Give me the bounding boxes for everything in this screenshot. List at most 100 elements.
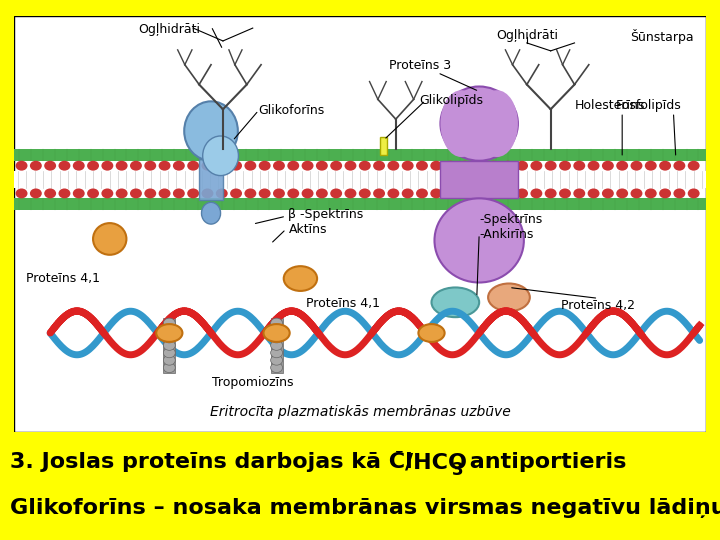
Circle shape bbox=[271, 333, 282, 343]
Ellipse shape bbox=[30, 161, 42, 171]
Ellipse shape bbox=[44, 188, 56, 198]
Ellipse shape bbox=[130, 188, 142, 198]
Circle shape bbox=[163, 318, 175, 328]
Text: Proteīns 4,1: Proteīns 4,1 bbox=[27, 272, 100, 285]
Ellipse shape bbox=[316, 188, 328, 198]
Ellipse shape bbox=[316, 161, 328, 171]
Ellipse shape bbox=[688, 188, 700, 198]
Ellipse shape bbox=[416, 188, 428, 198]
Ellipse shape bbox=[116, 188, 127, 198]
Text: Tropomiozīns: Tropomiozīns bbox=[212, 376, 294, 389]
Ellipse shape bbox=[44, 161, 56, 171]
Ellipse shape bbox=[16, 161, 27, 171]
Ellipse shape bbox=[284, 266, 317, 291]
Ellipse shape bbox=[344, 161, 356, 171]
Ellipse shape bbox=[158, 161, 171, 171]
Ellipse shape bbox=[373, 161, 385, 171]
Ellipse shape bbox=[73, 161, 85, 171]
Ellipse shape bbox=[173, 161, 185, 171]
Ellipse shape bbox=[616, 188, 628, 198]
Ellipse shape bbox=[158, 188, 171, 198]
Ellipse shape bbox=[187, 161, 199, 171]
Ellipse shape bbox=[431, 161, 442, 171]
Ellipse shape bbox=[559, 188, 571, 198]
Text: Ogļhidrāti: Ogļhidrāti bbox=[138, 23, 200, 36]
Ellipse shape bbox=[273, 188, 285, 198]
Circle shape bbox=[271, 318, 282, 328]
Ellipse shape bbox=[445, 188, 456, 198]
Ellipse shape bbox=[359, 161, 371, 171]
Text: Holesterīns: Holesterīns bbox=[575, 99, 645, 112]
Ellipse shape bbox=[459, 161, 471, 171]
Ellipse shape bbox=[573, 161, 585, 171]
Ellipse shape bbox=[102, 161, 113, 171]
Circle shape bbox=[271, 326, 282, 335]
Text: Proteīns 4,1: Proteīns 4,1 bbox=[307, 297, 380, 310]
Bar bbox=[14, 198, 706, 210]
Text: 3. Joslas proteīns darbojas kā Cl: 3. Joslas proteīns darbojas kā Cl bbox=[10, 452, 413, 472]
Text: 3: 3 bbox=[452, 461, 464, 479]
Ellipse shape bbox=[673, 188, 685, 198]
Ellipse shape bbox=[402, 161, 413, 171]
Ellipse shape bbox=[418, 324, 445, 342]
Ellipse shape bbox=[387, 188, 400, 198]
Bar bbox=[441, 161, 518, 198]
Text: Šūnstarpa: Šūnstarpa bbox=[630, 29, 693, 44]
Ellipse shape bbox=[187, 188, 199, 198]
Text: Fosfolipīds: Fosfolipīds bbox=[616, 99, 682, 112]
Ellipse shape bbox=[287, 161, 300, 171]
Ellipse shape bbox=[473, 161, 485, 171]
Ellipse shape bbox=[144, 161, 156, 171]
Ellipse shape bbox=[631, 161, 642, 171]
Ellipse shape bbox=[545, 188, 557, 198]
Ellipse shape bbox=[588, 188, 600, 198]
Ellipse shape bbox=[273, 161, 285, 171]
Ellipse shape bbox=[659, 161, 671, 171]
Ellipse shape bbox=[488, 284, 530, 311]
Ellipse shape bbox=[516, 161, 528, 171]
Bar bbox=[163, 318, 175, 373]
Ellipse shape bbox=[502, 188, 514, 198]
Ellipse shape bbox=[659, 188, 671, 198]
Text: ⁻: ⁻ bbox=[395, 446, 404, 464]
Ellipse shape bbox=[144, 188, 156, 198]
Ellipse shape bbox=[373, 188, 385, 198]
Ellipse shape bbox=[487, 188, 500, 198]
Bar bbox=[271, 318, 282, 373]
Ellipse shape bbox=[58, 161, 71, 171]
Ellipse shape bbox=[184, 102, 238, 161]
Circle shape bbox=[271, 355, 282, 365]
Bar bbox=[14, 149, 706, 161]
Circle shape bbox=[163, 363, 175, 373]
Ellipse shape bbox=[258, 188, 271, 198]
Bar bbox=[14, 171, 706, 188]
Ellipse shape bbox=[645, 188, 657, 198]
Ellipse shape bbox=[330, 161, 342, 171]
Ellipse shape bbox=[73, 188, 85, 198]
Ellipse shape bbox=[344, 188, 356, 198]
Ellipse shape bbox=[559, 161, 571, 171]
Circle shape bbox=[271, 348, 282, 357]
Ellipse shape bbox=[441, 90, 482, 157]
Ellipse shape bbox=[216, 188, 228, 198]
Ellipse shape bbox=[230, 188, 242, 198]
Ellipse shape bbox=[473, 188, 485, 198]
Ellipse shape bbox=[156, 324, 182, 342]
Ellipse shape bbox=[202, 161, 213, 171]
Text: Ogļhidrāti: Ogļhidrāti bbox=[496, 30, 558, 43]
Ellipse shape bbox=[476, 90, 518, 157]
Ellipse shape bbox=[102, 188, 113, 198]
Ellipse shape bbox=[173, 188, 185, 198]
Text: -Spektrīns: -Spektrīns bbox=[480, 213, 542, 226]
Ellipse shape bbox=[431, 287, 480, 317]
Ellipse shape bbox=[130, 161, 142, 171]
Ellipse shape bbox=[516, 188, 528, 198]
Ellipse shape bbox=[244, 161, 256, 171]
Ellipse shape bbox=[545, 161, 557, 171]
Ellipse shape bbox=[445, 161, 456, 171]
Ellipse shape bbox=[531, 188, 542, 198]
Ellipse shape bbox=[93, 223, 127, 255]
Ellipse shape bbox=[616, 161, 628, 171]
Text: /HCO: /HCO bbox=[405, 452, 467, 472]
Ellipse shape bbox=[16, 188, 27, 198]
